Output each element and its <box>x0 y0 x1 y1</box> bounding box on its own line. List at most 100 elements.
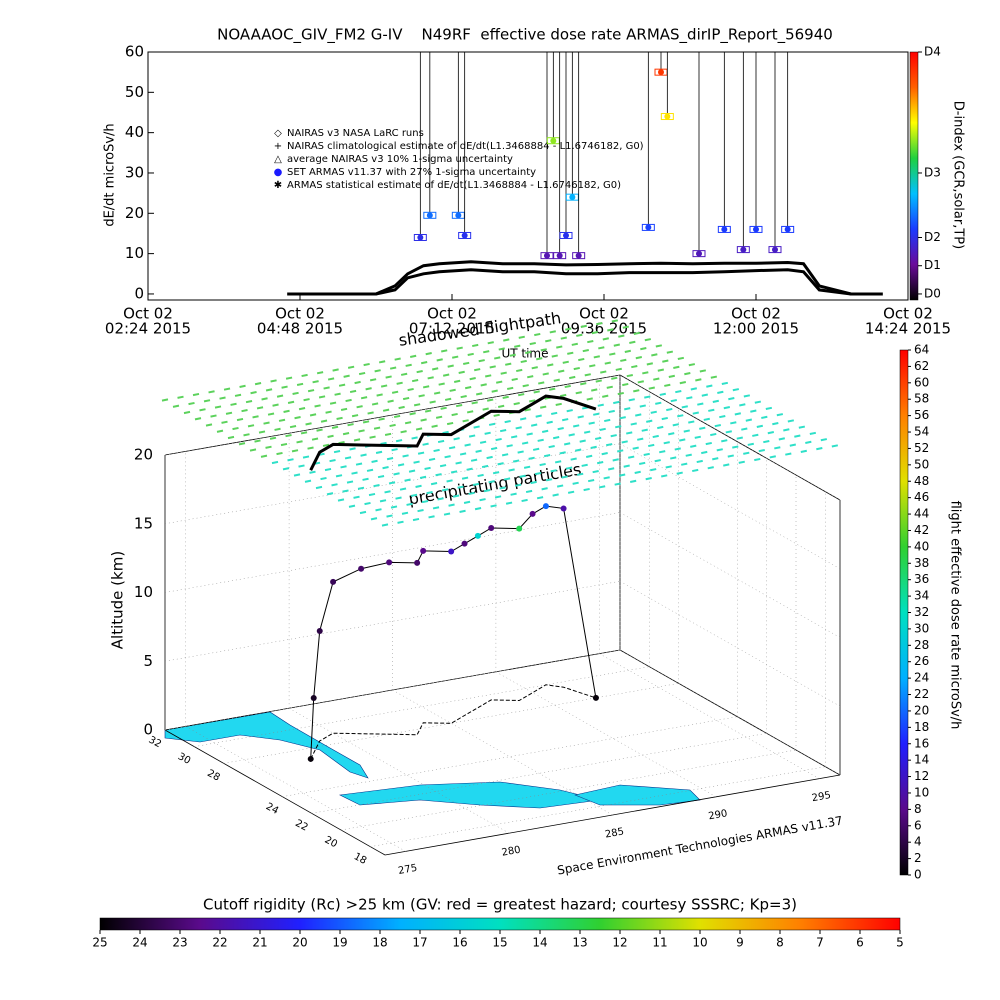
particle-dash <box>411 436 418 440</box>
particle-dash <box>377 475 385 479</box>
particle-dash <box>305 422 312 426</box>
particle-dash <box>565 327 572 331</box>
particle-dash <box>429 400 436 404</box>
particle-dash <box>507 386 514 390</box>
particle-dash <box>263 421 270 425</box>
particle-dash <box>463 361 470 365</box>
particle-dash <box>563 442 571 446</box>
particle-dash <box>428 457 436 462</box>
colorbar <box>909 51 919 301</box>
particle-dash <box>524 408 531 412</box>
particle-dash <box>441 488 449 492</box>
particle-dash <box>518 393 525 397</box>
particle-dash <box>214 405 222 409</box>
particle-dash <box>565 466 573 470</box>
particle-dash <box>743 451 750 455</box>
particle-dash <box>677 414 684 418</box>
particle-dash <box>504 420 511 424</box>
particle-dash <box>741 427 748 431</box>
particle-dash <box>519 474 526 478</box>
particle-dash <box>586 397 593 401</box>
particle-dash <box>635 356 643 360</box>
particle-dash <box>570 457 577 461</box>
particle-dash <box>276 451 283 456</box>
particle-dash <box>765 406 773 410</box>
particle-dash <box>745 418 753 422</box>
data-line <box>287 260 883 296</box>
particle-dash <box>433 448 440 453</box>
colorbar-tick-label: 13 <box>572 936 587 950</box>
lat-tick-label: 24 <box>264 801 280 817</box>
data-point <box>417 234 424 241</box>
particle-dash <box>776 413 784 417</box>
particle-dash <box>424 466 431 470</box>
data-point <box>461 232 468 239</box>
particle-dash <box>520 359 527 364</box>
particle-dash <box>474 507 482 511</box>
particle-dash <box>410 493 418 497</box>
particle-dash <box>628 398 635 402</box>
x-tick-label: Oct 02 <box>123 305 173 323</box>
particle-dash <box>333 450 341 454</box>
particle-dash <box>816 447 823 451</box>
particle-dash <box>325 410 332 414</box>
particle-dash <box>362 477 369 481</box>
particle-dash <box>500 371 507 375</box>
particle-dash <box>285 376 293 380</box>
particle-dash <box>549 387 556 391</box>
lon-tick-label: 280 <box>501 845 522 859</box>
particle-dash <box>666 407 673 412</box>
particle-dash <box>466 410 474 414</box>
particle-dash <box>369 435 376 439</box>
particle-dash <box>532 447 540 451</box>
particle-dash <box>561 475 568 479</box>
particle-dash <box>490 504 497 508</box>
particle-dash <box>307 389 315 393</box>
particle-dash <box>633 389 640 393</box>
particle-dash <box>582 348 589 353</box>
colorbar-tick-label: 6 <box>856 936 864 950</box>
x-tick-label: Oct 02 <box>731 305 781 323</box>
particle-dash <box>459 509 466 513</box>
particle-dash <box>258 430 266 434</box>
particle-dash <box>441 349 448 353</box>
particle-dash <box>629 340 636 344</box>
particle-dash <box>526 432 533 436</box>
colorbar-tick-label: 12 <box>914 769 929 783</box>
flight-point <box>560 505 567 512</box>
particle-dash <box>287 400 295 404</box>
particle-dash <box>567 351 574 355</box>
particle-dash <box>688 420 695 424</box>
particle-dash <box>208 390 215 394</box>
particle-dash <box>601 452 608 456</box>
particle-dash <box>750 409 757 413</box>
particle-dash <box>444 455 451 459</box>
particle-dash <box>416 370 423 374</box>
particle-dash <box>254 439 261 443</box>
data-point <box>575 252 582 259</box>
particle-dash <box>831 444 839 448</box>
lon-tick-label: 295 <box>811 790 832 804</box>
particle-dash <box>475 392 483 396</box>
particle-dash <box>499 486 506 490</box>
particle-dash <box>307 446 314 450</box>
legend-marker: + <box>274 141 282 152</box>
particle-dash <box>400 430 407 434</box>
particle-dash <box>619 416 626 420</box>
particle-dash <box>530 480 537 485</box>
particle-dash <box>420 361 428 365</box>
particle-dash <box>466 467 473 471</box>
particle-dash <box>674 447 681 451</box>
particle-dash <box>282 467 290 471</box>
particle-dash <box>743 394 751 398</box>
particle-dash <box>655 401 662 405</box>
particle-dash <box>604 361 611 365</box>
particle-dash <box>356 405 363 409</box>
particle-dash <box>437 497 444 501</box>
particle-dash <box>365 387 372 391</box>
colorbar-tick-label: 10 <box>914 785 929 799</box>
particle-dash <box>474 368 481 372</box>
colorbar-label: D-index (GCR,solar,TP) <box>951 101 966 249</box>
particle-dash <box>525 489 533 494</box>
